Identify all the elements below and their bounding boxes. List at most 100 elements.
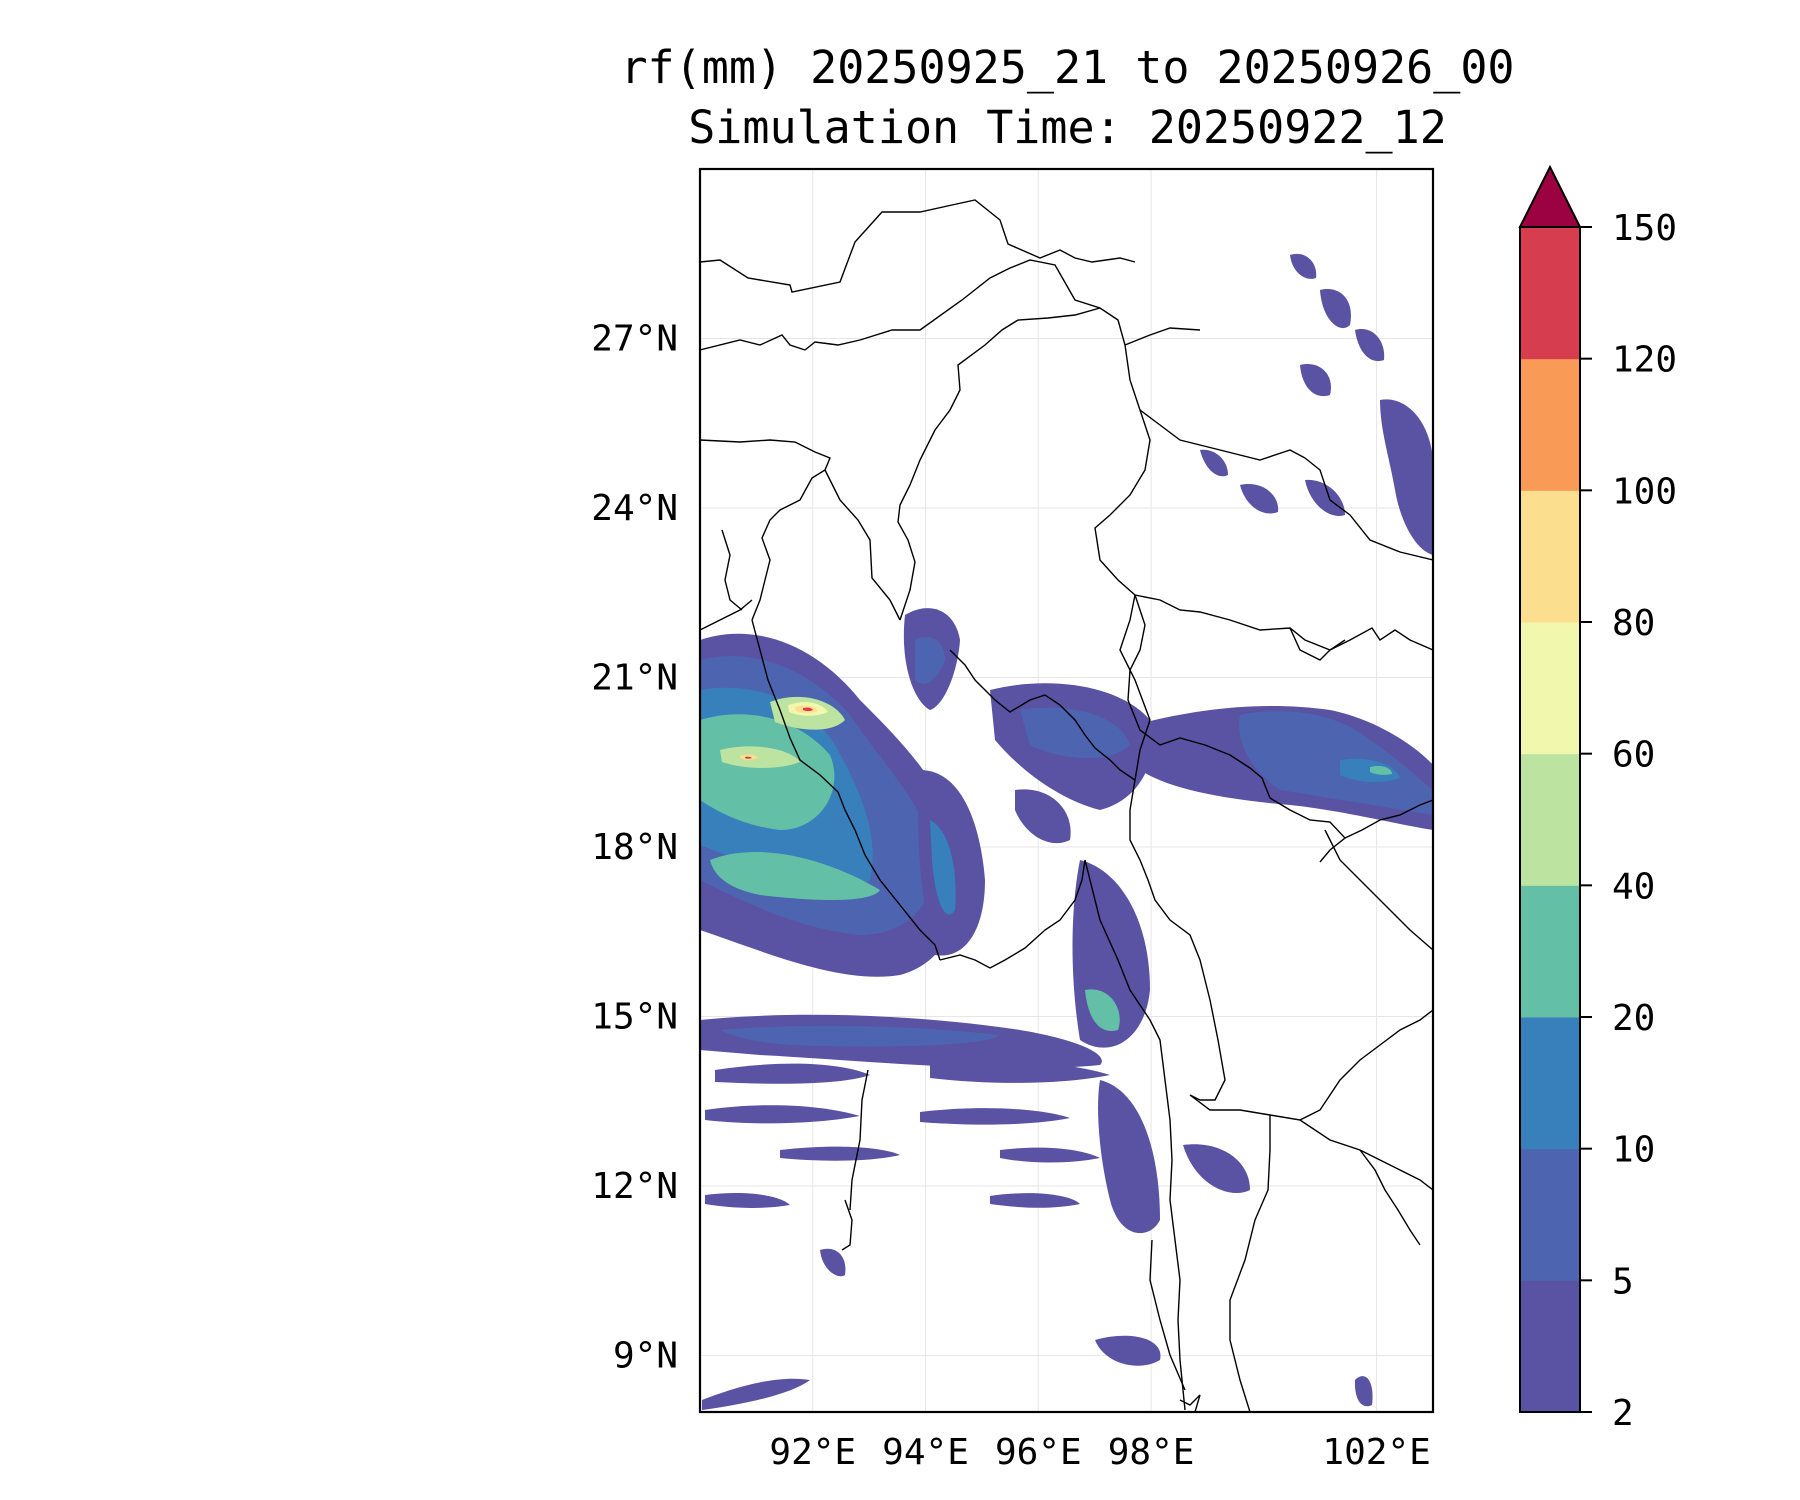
colorbar-extend-arrow [1518,164,1582,228]
colorbar-tick-label: 5 [1612,1261,1634,1302]
border-line [824,469,901,621]
lat-tick-label: 18°N [591,827,678,868]
rain-area [803,707,813,712]
rain-area [1015,789,1071,844]
rain-area [820,1248,846,1277]
rain-area [1300,364,1331,397]
lon-tick-label: 92°E [769,1432,856,1473]
colorbar-tick-label: 80 [1612,603,1655,644]
colorbar-tick-label: 10 [1612,1130,1655,1171]
rain-area [745,756,752,759]
rain-area [1354,1376,1373,1407]
lat-tick-label: 27°N [591,319,678,360]
map-frame [698,167,1435,1414]
rain-area [1305,479,1345,516]
colorbar-tick-label: 40 [1612,866,1655,907]
border-line [1089,879,1186,1411]
border-line [939,859,1091,969]
rain-area [1370,765,1392,775]
border-line [1124,327,1201,346]
border-line [1149,1239,1186,1391]
rain-area [1320,289,1351,329]
border-line [1189,1009,1433,1121]
lat-tick-label: 21°N [591,658,678,699]
colorbar-tick-label: 120 [1612,340,1677,381]
colorbar-segment [1520,885,1580,1018]
colorbar-tick-label: 100 [1612,471,1677,512]
rain-area [710,851,880,900]
rain-area [920,1108,1070,1125]
rain-area [1240,484,1279,514]
rain-area [780,1146,900,1161]
border-line [700,199,1136,293]
border-line [751,619,941,961]
border-line [1179,1394,1201,1412]
border-line [949,649,1136,781]
rain-area [930,820,956,915]
colorbar-tick-label: 150 [1612,208,1677,249]
lat-tick-label: 15°N [591,997,678,1038]
border-line [1299,1119,1433,1191]
latitude-tick-labels: 27°N 24°N 21°N 18°N 15°N 12°N 9°N [591,319,678,1377]
colorbar-segment [1520,358,1580,491]
rain-area [990,1193,1080,1208]
country-borders [700,199,1433,1412]
lon-tick-label: 94°E [882,1432,969,1473]
border-line [804,259,1151,596]
map-title: rf(mm) 20250925_21 to 20250926_00 Simula… [0,38,1800,158]
rain-area [1200,449,1228,477]
colorbar-tick-label: 60 [1612,735,1655,776]
rain-area [1380,399,1433,555]
rain-area [915,636,945,684]
border-line [1289,627,1346,661]
colorbar-segment [1520,1280,1580,1413]
colorbar-segment [1520,622,1580,755]
lon-tick-label: 102°E [1322,1432,1430,1473]
rain-area [720,1025,1000,1047]
border-line [1139,409,1306,461]
rain-area [702,1378,810,1410]
rain-area [1183,1144,1250,1193]
map-area: 27°N 24°N 21°N 18°N 15°N 12°N 9°N 92°E 94°E 96°E… [591,167,1435,1473]
lat-tick-label: 24°N [591,488,678,529]
border-line [1304,457,1433,561]
rain-area [705,1193,790,1208]
colorbar: 2 5 10 20 40 60 80 100 120 150 [1518,164,1677,1434]
title-line-2: Simulation Time: 20250922_12 [688,101,1447,154]
border-line [841,1199,853,1251]
rain-area [1020,707,1130,759]
rain-area [705,1105,860,1124]
rain-area [720,746,800,768]
rain-area [1290,253,1317,279]
border-line [721,529,743,611]
rain-area [930,1061,1110,1083]
lon-tick-label: 96°E [995,1432,1082,1473]
border-line [1359,1149,1421,1246]
border-line [1119,594,1151,721]
colorbar-segment [1520,490,1580,623]
border-line [700,599,753,631]
rain-area [1085,989,1120,1031]
colorbar-segment [1520,1017,1580,1150]
border-line [700,439,831,621]
lon-tick-label: 98°E [1108,1432,1195,1473]
longitude-tick-labels: 92°E 94°E 96°E 98°E 102°E [769,1432,1430,1473]
rain-area [1095,1335,1161,1366]
rain-area [1000,1147,1100,1163]
title-line-1: rf(mm) 20250925_21 to 20250926_00 [620,41,1515,94]
border-line [1344,799,1433,839]
border-line [700,334,806,351]
colorbar-tick-label: 2 [1612,1393,1634,1434]
border-line [1134,594,1433,651]
border-line [897,307,1101,621]
border-line [1129,719,1226,1101]
lat-tick-label: 9°N [613,1336,678,1377]
colorbar-frame [1519,226,1581,1413]
lat-tick-label: 12°N [591,1166,678,1207]
colorbar-segment [1520,227,1580,360]
border-line [849,1069,869,1211]
rainfall-contours [700,253,1433,1410]
rain-area [1239,711,1433,815]
colorbar-segment [1520,753,1580,886]
